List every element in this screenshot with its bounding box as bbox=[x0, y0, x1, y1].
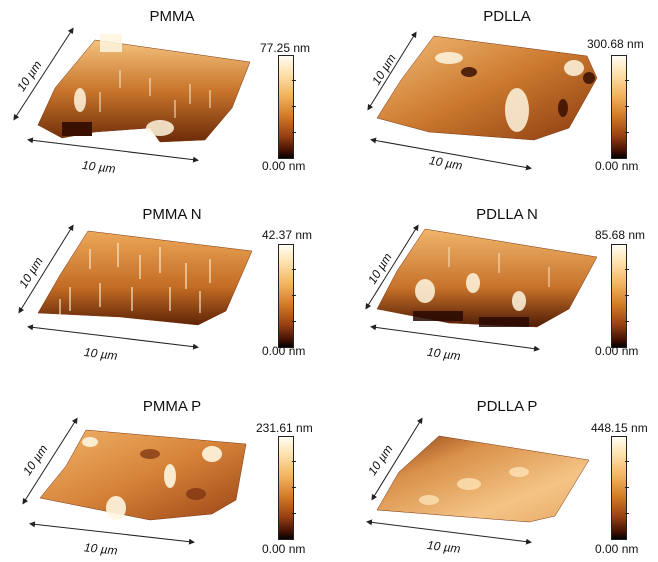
height-colorbar bbox=[611, 436, 627, 540]
colorbar-max-label: 300.68 nm bbox=[587, 37, 644, 51]
afm-surface-plot bbox=[365, 224, 598, 352]
colorbar-tick bbox=[625, 132, 629, 133]
afm-panel-pdlla-n: PDLLA N 10 µm 10 µm 85.68 nm 0.00 nm bbox=[329, 187, 658, 374]
colorbar-tick bbox=[292, 321, 296, 322]
colorbar-max-label: 77.25 nm bbox=[260, 41, 311, 55]
afm-surface-plot bbox=[366, 417, 590, 545]
colorbar-min-label: 0.00 nm bbox=[595, 542, 639, 556]
afm-panel-pdlla-p: PDLLA P 10 µm 10 µm 448.15 nm 0.00 nm bbox=[329, 374, 658, 561]
colorbar-tick bbox=[292, 461, 296, 462]
panel-title: PMMA bbox=[149, 8, 195, 25]
panel-title: PDLLA N bbox=[476, 206, 538, 223]
colorbar-tick bbox=[625, 269, 629, 270]
colorbar-max-label: 231.61 nm bbox=[256, 421, 313, 435]
colorbar-tick bbox=[292, 269, 296, 270]
colorbar-min-label: 0.00 nm bbox=[262, 542, 306, 556]
colorbar-tick bbox=[625, 513, 629, 514]
height-colorbar bbox=[611, 244, 627, 348]
panel-title: PDLLA P bbox=[476, 398, 538, 415]
colorbar-min-label: 0.00 nm bbox=[595, 344, 639, 358]
afm-surface-plot bbox=[13, 27, 251, 163]
colorbar-tick bbox=[625, 461, 629, 462]
afm-surface-plot bbox=[18, 224, 253, 350]
afm-surface-plot bbox=[367, 31, 598, 171]
colorbar-min-label: 0.00 nm bbox=[595, 159, 639, 173]
colorbar-min-label: 0.00 nm bbox=[262, 344, 306, 358]
colorbar-tick bbox=[625, 80, 629, 81]
colorbar-max-label: 85.68 nm bbox=[595, 228, 646, 242]
colorbar-max-label: 448.15 nm bbox=[591, 421, 648, 435]
colorbar-tick bbox=[292, 295, 296, 296]
afm-panel-pmma-p: PMMA P 10 µm 10 µm 231.61 nm 0.00 nm bbox=[0, 374, 329, 561]
colorbar-tick bbox=[625, 106, 629, 107]
colorbar-tick bbox=[625, 487, 629, 488]
colorbar-tick bbox=[292, 106, 296, 107]
colorbar-tick bbox=[292, 513, 296, 514]
panel-title: PMMA N bbox=[142, 206, 202, 223]
colorbar-tick bbox=[292, 132, 296, 133]
colorbar-tick bbox=[625, 321, 629, 322]
height-colorbar bbox=[611, 55, 627, 159]
colorbar-min-label: 0.00 nm bbox=[262, 159, 306, 173]
height-colorbar bbox=[278, 55, 294, 159]
panel-title: PMMA P bbox=[142, 398, 202, 415]
colorbar-max-label: 42.37 nm bbox=[262, 228, 313, 242]
panel-title: PDLLA bbox=[483, 8, 531, 25]
afm-panel-pmma: PMMA 10 µm 10 µm 77.25 nm 0.00 nm bbox=[0, 0, 329, 187]
colorbar-tick bbox=[292, 80, 296, 81]
afm-surface-plot bbox=[22, 417, 247, 545]
afm-panel-pdlla: PDLLA 10 µm 10 µm 300.68 nm 0.00 nm bbox=[329, 0, 658, 187]
colorbar-tick bbox=[625, 295, 629, 296]
colorbar-tick bbox=[292, 487, 296, 488]
height-colorbar bbox=[278, 244, 294, 348]
height-colorbar bbox=[278, 436, 294, 540]
afm-panel-pmma-n: PMMA N 10 µm 10 µm 42.37 nm 0.00 nm bbox=[0, 187, 329, 374]
